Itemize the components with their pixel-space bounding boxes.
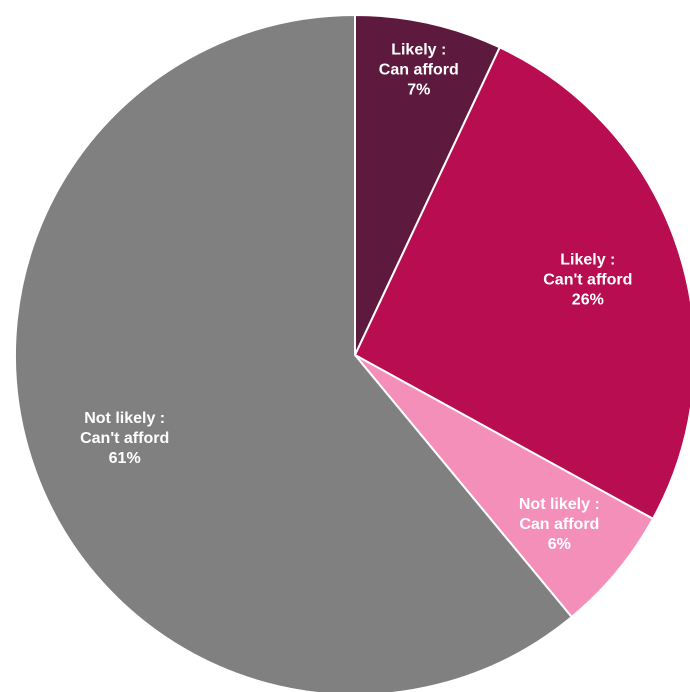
pie-slice <box>354 354 655 619</box>
slice-label: Not likely : Can't afford 61% <box>80 410 169 467</box>
slice-label: Not likely : Can afford 6% <box>519 496 600 553</box>
pie-slice <box>14 13 574 692</box>
slice-label: Likely : Can't afford 26% <box>543 251 632 308</box>
pie-slice <box>354 13 502 356</box>
slice-label: Likely : Can afford 7% <box>379 42 459 99</box>
